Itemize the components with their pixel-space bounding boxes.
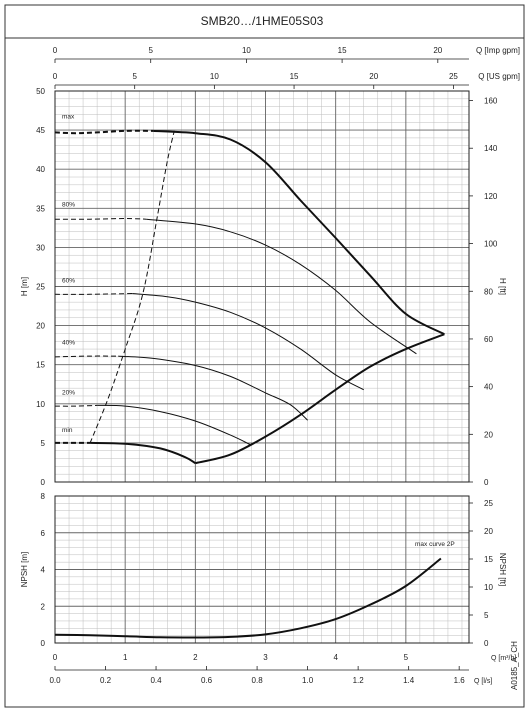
y-axis-label: H [m] [20,277,29,296]
right-y-tick-label: 25 [484,499,493,508]
figure-code: A0185_A_CH [510,641,519,690]
top-axis-tick-label: 0 [53,72,58,81]
y-tick-label: 15 [36,361,45,370]
y-tick-label: 40 [36,165,45,174]
top-axis-tick-label: 25 [449,72,458,81]
curve-system-curve [195,333,445,465]
right-y-tick-label: 20 [484,430,493,439]
right-y-tick-label: 80 [484,287,493,296]
bottom-axis-tick-label: 4 [333,653,338,662]
bottom-axis-tick-label: 1 [123,653,128,662]
bottom-axis-tick-label-ls: 1.4 [403,676,415,685]
curve-40% [118,355,308,421]
curve-20%-dashed [54,404,98,407]
y-tick-label: 45 [36,126,45,135]
top-axis-tick-label: 5 [148,46,153,55]
curve-80% [146,218,417,355]
curve-label: max [62,113,75,120]
top-axis-tick-label: 15 [290,72,299,81]
bottom-axis-tick-label-ls: 0.6 [201,676,213,685]
curve-60% [132,293,364,391]
bottom-axis-label-ls: Q [l/s] [474,678,492,685]
bottom-axis-tick-label-ls: 1.2 [353,676,365,685]
curve-40%-dashed [54,355,119,358]
plot-frame [54,495,470,644]
top-axis-tick-label: 20 [369,72,378,81]
plot-frame [54,90,470,483]
bottom-axis-tick-label-ls: 0.4 [150,676,162,685]
bottom-axis-tick-label-ls: 0.8 [252,676,264,685]
curve-max-dashed [54,129,154,135]
top-axis-tick-label: 0 [53,46,58,55]
npsh-chart-panel: 0 2 4 6 8 0 5 10 15 20 25 NPSH [m] NPSH [ft] 0 1 2 3 4 5 Q … [20,492,516,685]
bottom-axis-tick-label-ls: 0.2 [100,676,112,685]
y-tick-label: 35 [36,204,45,213]
bottom-axis-tick-label-ls: 1.6 [454,676,466,685]
npsh-curve [54,557,442,639]
y-tick-label: 50 [36,87,45,96]
right-y-tick-label: 140 [484,144,498,153]
curve-label: 60% [62,278,75,285]
y-tick-label: 8 [41,492,46,501]
curve-label: 40% [62,339,75,346]
right-y-tick-label: 160 [484,97,498,106]
curve-label: 20% [62,389,75,396]
y-tick-label: 25 [36,283,45,292]
right-y-tick-label: 0 [484,478,489,487]
top-axis-tick-label: 10 [210,72,219,81]
head-chart-panel: 0510152025303540455002040608010012014016… [20,46,520,487]
bottom-axis-label: Q [m³/h] [491,655,516,662]
top-axis-tick-label: 5 [132,72,137,81]
right-y-axis-label: H [ft] [498,278,507,295]
curve-20% [97,404,252,446]
y-tick-label: 2 [41,602,46,611]
right-y-tick-label: 0 [484,639,489,648]
right-y-tick-label: 10 [484,583,493,592]
bottom-axis-tick-label: 0 [53,653,58,662]
bottom-axis-tick-label: 3 [263,653,268,662]
top-axis-label: Q [US gpm] [478,72,520,81]
y-tick-label: 4 [41,566,46,575]
y-tick-label: 0 [41,478,46,487]
curve-label: 80% [62,202,75,209]
right-y-tick-label: 20 [484,527,493,536]
curve-60%-dashed [54,293,133,295]
top-axis-tick-label: 10 [242,46,251,55]
right-y-tick-label: 60 [484,335,493,344]
top-axis-label: Q [Imp gpm] [476,46,520,55]
curve-80%-dashed [54,218,147,220]
y-tick-label: 0 [41,639,46,648]
bottom-axis-tick-label-ls: 1.0 [302,676,314,685]
top-axis-tick-label: 15 [338,46,347,55]
y-axis-label: NPSH [m] [20,552,29,588]
y-tick-label: 5 [41,439,46,448]
top-axis-tick-label: 20 [433,46,442,55]
y-tick-label: 6 [41,529,46,538]
curve-label: min [62,427,73,434]
right-y-axis-label: NPSH [ft] [498,553,507,586]
chart-title: SMB20…/1HME05S03 [201,14,324,28]
y-tick-label: 10 [36,400,45,409]
curve-min [90,441,196,465]
npsh-annotation: max curve 2P [415,541,455,548]
bottom-axis-tick-label: 5 [404,653,409,662]
right-y-tick-label: 40 [484,383,493,392]
bottom-axis-tick-label: 2 [193,653,198,662]
right-y-tick-label: 120 [484,192,498,201]
bottom-axis-tick-label-ls: 0.0 [49,676,61,685]
y-tick-label: 30 [36,243,45,252]
right-y-tick-label: 5 [484,611,489,620]
y-tick-label: 20 [36,322,45,331]
curve-limit-dashed [89,130,175,444]
curve-max [153,129,445,336]
right-y-tick-label: 15 [484,555,493,564]
right-y-tick-label: 100 [484,240,498,249]
